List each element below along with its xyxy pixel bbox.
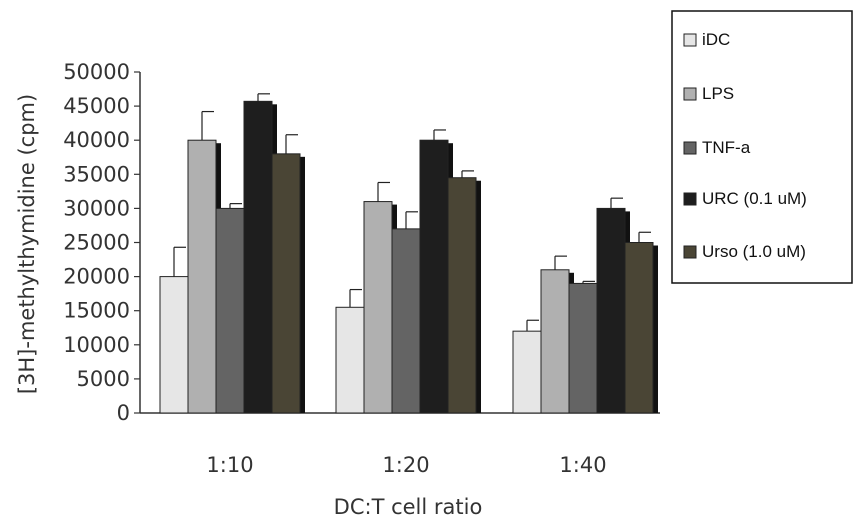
- bar: [447, 177, 477, 414]
- legend-swatch: [683, 87, 697, 101]
- legend-swatch: [683, 141, 697, 155]
- legend-label: iDC: [702, 30, 730, 49]
- bar: [419, 139, 449, 414]
- bar-shadow: [475, 180, 481, 413]
- y-tick-label: 30000: [63, 196, 130, 220]
- bar: [624, 242, 654, 414]
- y-tick-label: 5000: [77, 367, 130, 391]
- bar: [540, 269, 570, 414]
- legend: iDC LPS TNF-a URC (0.1 uM) Urso (1.0 uM): [671, 10, 853, 284]
- y-tick-label: 0: [117, 401, 130, 425]
- bar-shadow: [652, 245, 658, 413]
- bar: [159, 276, 189, 414]
- y-tick-label: 10000: [63, 333, 130, 357]
- legend-swatch: [683, 245, 697, 259]
- bar: [363, 201, 393, 414]
- legend-swatch: [683, 33, 697, 47]
- y-tick-label: 15000: [63, 299, 130, 323]
- bar: [596, 207, 626, 414]
- y-tick-label: 40000: [63, 128, 130, 152]
- y-tick-label: 20000: [63, 265, 130, 289]
- legend-label: TNF-a: [702, 138, 751, 157]
- bar-shadow: [299, 156, 305, 413]
- legend-label: URC (0.1 uM): [702, 189, 807, 208]
- x-tick-label: 1:10: [206, 453, 253, 477]
- legend-swatch: [683, 192, 697, 206]
- legend-box: [671, 10, 853, 284]
- y-tick-label: 50000: [63, 60, 130, 84]
- y-tick-label: 25000: [63, 231, 130, 255]
- bar: [335, 306, 365, 414]
- labels: 0 5000 10000 15000 20000 25000 30000 35000 40000…: [63, 60, 606, 477]
- bar: [243, 100, 273, 414]
- bar: [512, 330, 542, 414]
- y-axis-title: [3H]-methylthymidine (cpm): [15, 94, 39, 394]
- bars: [159, 93, 658, 414]
- x-axis-title: DC:T cell ratio: [334, 495, 483, 519]
- x-tick-label: 1:20: [382, 453, 429, 477]
- legend-label: LPS: [702, 84, 734, 103]
- y-tick-label: 45000: [63, 94, 130, 118]
- bar: [568, 282, 598, 414]
- bar: [215, 207, 245, 414]
- y-tick-label: 35000: [63, 162, 130, 186]
- x-tick-label: 1:40: [559, 453, 606, 477]
- legend-label: Urso (1.0 uM): [702, 242, 806, 261]
- bar: [271, 153, 301, 414]
- bar: [391, 228, 421, 414]
- bar: [187, 139, 217, 414]
